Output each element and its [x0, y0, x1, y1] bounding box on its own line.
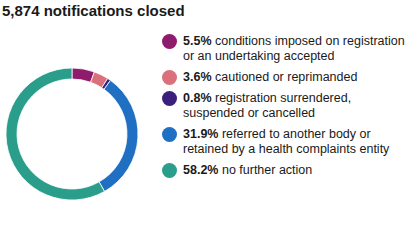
legend-item: 0.8% registration surrendered, suspended…: [162, 91, 414, 121]
legend-text: 5.5% conditions imposed on registration …: [183, 34, 414, 64]
legend-swatch: [162, 34, 177, 49]
legend-item: 5.5% conditions imposed on registration …: [162, 34, 414, 64]
legend-swatch: [162, 91, 177, 106]
donut: [6, 68, 138, 200]
legend-swatch: [162, 163, 177, 178]
legend-swatch: [162, 70, 177, 85]
legend-label: conditions imposed on registration or an…: [183, 34, 405, 63]
legend-swatch: [162, 127, 177, 142]
legend-text: 31.9% referred to another body or retain…: [183, 127, 414, 157]
legend-item: 58.2% no further action: [162, 163, 414, 178]
legend-item: 3.6% cautioned or reprimanded: [162, 70, 414, 85]
legend-value: 58.2%: [183, 163, 218, 177]
legend-label: no further action: [218, 163, 312, 177]
legend-item: 31.9% referred to another body or retain…: [162, 127, 414, 157]
legend-text: 58.2% no further action: [183, 163, 414, 178]
legend-text: 0.8% registration surrendered, suspended…: [183, 91, 414, 121]
legend-text: 3.6% cautioned or reprimanded: [183, 70, 414, 85]
legend-label: cautioned or reprimanded: [212, 70, 358, 84]
title: 5,874 notifications closed: [2, 2, 185, 19]
slice: [6, 68, 105, 200]
legend-value: 5.5%: [183, 34, 212, 48]
legend-value: 0.8%: [183, 91, 212, 105]
slice: [99, 80, 138, 191]
legend-value: 3.6%: [183, 70, 212, 84]
legend: 5.5% conditions imposed on registration …: [162, 34, 414, 184]
legend-value: 31.9%: [183, 127, 218, 141]
